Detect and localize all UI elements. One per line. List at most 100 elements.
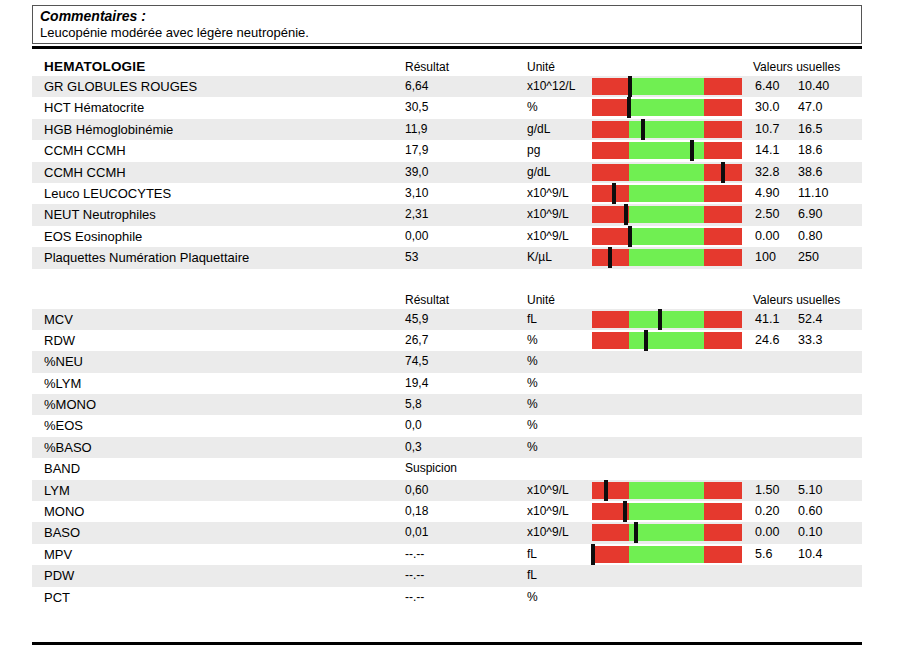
test-result: 0,00 [405,226,428,247]
test-unit: fL [527,309,537,330]
test-unit: fL [527,565,537,586]
usual-value-high: 5.10 [798,480,822,501]
range-bar [592,142,742,159]
usual-value-high: 0.10 [798,522,822,543]
usual-value-low: 4.90 [755,183,779,204]
range-bar [592,164,742,181]
range-bar [592,311,742,328]
range-bar [592,78,742,95]
usual-value-high: 52.4 [798,309,822,330]
table-row: HCT Hématocrite30,5%30.047.0 [32,97,862,118]
usual-value-high: 33.3 [798,330,822,351]
usual-value-high: 10.4 [798,544,822,565]
usual-value-low: 5.6 [755,544,772,565]
test-result: 0,60 [405,480,428,501]
usual-value-low: 0.00 [755,226,779,247]
range-marker [628,226,632,247]
table-row: MCV45,9fL41.152.4 [32,309,862,330]
test-name: PCT [44,587,70,608]
usual-value-low: 10.7 [755,119,779,140]
test-unit: x10^9/L [527,501,569,522]
test-unit: % [527,437,538,458]
range-marker [628,76,632,97]
column-header-result: Résultat [405,58,449,76]
test-unit: % [527,373,538,394]
column-header-unit: Unité [527,291,555,309]
range-marker [623,501,627,522]
test-result: 3,10 [405,183,428,204]
test-unit: % [527,587,538,608]
table-row: Leuco LEUCOCYTES3,10x10^9/L4.9011.10 [32,183,862,204]
range-marker [658,309,662,330]
table-row: BANDSuspicion [32,458,862,479]
range-marker [604,480,608,501]
usual-value-low: 41.1 [755,309,779,330]
test-name: EOS Eosinophile [44,226,142,247]
table-row: PCT--.--% [32,587,862,608]
range-bar [592,206,742,223]
test-unit: g/dL [527,119,550,140]
range-bar [592,99,742,116]
test-name: %EOS [44,415,83,436]
range-bar [592,249,742,266]
range-marker [641,119,645,140]
top-divider [32,46,862,49]
test-unit: % [527,351,538,372]
test-unit: % [527,415,538,436]
test-result: 6,64 [405,76,428,97]
usual-value-high: 10.40 [798,76,829,97]
usual-value-high: 38.6 [798,162,822,183]
usual-value-low: 14.1 [755,140,779,161]
test-name: MCV [44,309,73,330]
results-table: HEMATOLOGIERésultatUnitéValeurs usuelles… [32,58,862,608]
test-unit: x10^12/L [527,76,575,97]
usual-value-high: 16.5 [798,119,822,140]
range-marker [627,97,631,118]
usual-value-high: 250 [798,247,819,268]
usual-value-low: 24.6 [755,330,779,351]
test-name: %MONO [44,394,96,415]
range-bar [592,332,742,349]
test-name: LYM [44,480,70,501]
test-unit: pg [527,140,540,161]
test-name: CCMH CCMH [44,140,126,161]
usual-value-low: 1.50 [755,480,779,501]
table-row: %EOS 0,0% [32,415,862,436]
range-marker [644,330,648,351]
test-result: --.-- [405,565,424,586]
table-row: NEUT Neutrophiles2,31x10^9/L2.506.90 [32,204,862,225]
test-result: 19,4 [405,373,428,394]
test-unit: x10^9/L [527,522,569,543]
range-bar [592,546,742,563]
test-name: BASO [44,522,80,543]
test-name: Leuco LEUCOCYTES [44,183,171,204]
test-result: 74,5 [405,351,428,372]
table-row: %LYM19,4% [32,373,862,394]
usual-value-high: 18.6 [798,140,822,161]
test-result: 5,8 [405,394,422,415]
usual-value-high: 11.10 [798,183,828,204]
range-bar [592,121,742,138]
bottom-divider [32,642,862,645]
usual-value-low: 100 [755,247,776,268]
table-row: HGB Hémoglobinémie11,9g/dL10.716.5 [32,119,862,140]
test-result: 11,9 [405,119,427,140]
comments-box: Commentaires : Leucopénie modérée avec l… [32,5,862,44]
table-row: Plaquettes Numération Plaquettaire53K/µL… [32,247,862,268]
test-unit: fL [527,544,537,565]
test-result: 17,9 [405,140,428,161]
column-header-unit: Unité [527,58,555,76]
column-header-usual-values: Valeurs usuelles [753,291,840,309]
table-row: %MONO5,8% [32,394,862,415]
test-result: 0,3 [405,437,422,458]
column-header-result: Résultat [405,291,449,309]
test-name: HCT Hématocrite [44,97,144,118]
test-name: %BASO [44,437,92,458]
table-row: %NEU74,5% [32,351,862,372]
test-result: 0,0 [405,415,422,436]
usual-value-low: 32.8 [755,162,779,183]
test-name: NEUT Neutrophiles [44,204,156,225]
range-marker [721,162,725,183]
test-result: 53 [405,247,418,268]
section-header: HEMATOLOGIERésultatUnitéValeurs usuelles [32,58,862,76]
